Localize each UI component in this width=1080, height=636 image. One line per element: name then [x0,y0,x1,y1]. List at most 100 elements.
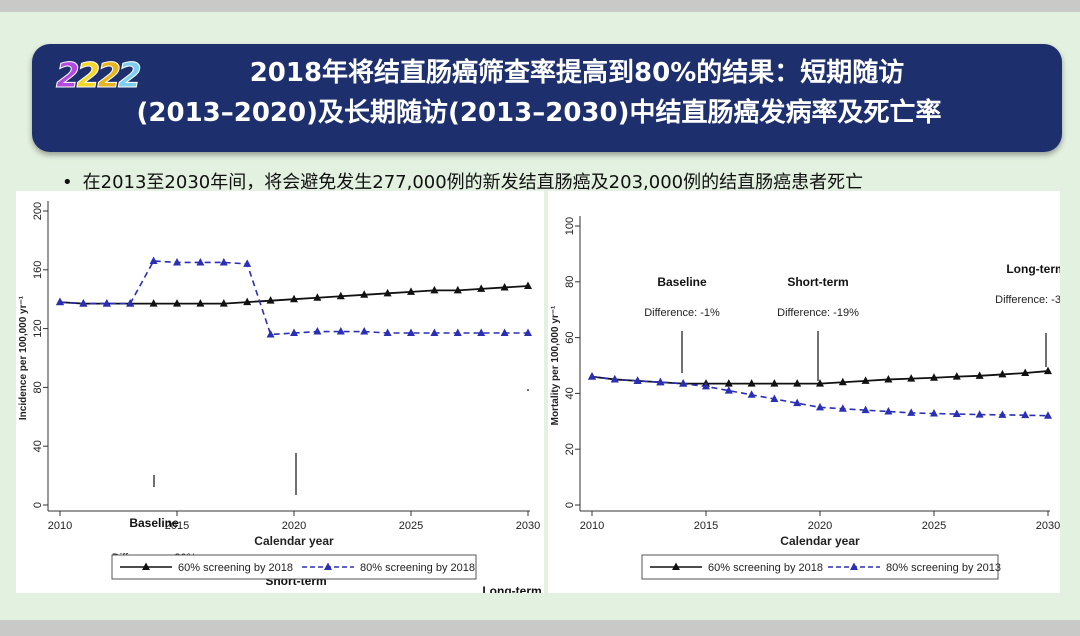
data-point [588,372,596,380]
bullet-text: 在2013至2030年间，将会避免发生277,000例的新发结直肠癌及203,0… [82,172,864,193]
data-point [884,407,893,415]
data-point [861,405,870,414]
legend-label: 60% screening by 2018 [178,562,293,574]
x-tick-label: 2025 [922,520,946,532]
data-point [196,257,205,266]
data-point [290,294,298,303]
data-point [747,390,756,398]
y-tick-label: 0 [564,502,576,508]
data-point [930,373,938,381]
y-tick-label: 0 [32,502,44,508]
y-tick-label: 160 [32,261,44,279]
data-point [1044,411,1052,419]
data-point [1021,410,1030,419]
data-point [793,379,802,387]
annotation-label: Short-term [787,275,848,289]
annotation-difference: Difference: -33% [995,294,1060,306]
data-point [1021,368,1030,377]
title-line-2: (2013–2020)及长期随访(2013–2030)中结直肠癌发病率及死亡率 [136,98,942,128]
data-point [816,379,824,387]
y-axis-title: Incidence per 100,000 yr⁻¹ [18,295,29,420]
data-point [360,327,369,335]
data-point [861,376,870,384]
y-tick-label: 20 [564,443,576,455]
x-tick-label: 2020 [808,520,832,532]
data-point [453,328,462,337]
annotation-difference: Difference: -1% [644,307,720,319]
logo-char: 2 [76,56,101,97]
annotation-difference: Difference: -19% [777,307,859,319]
x-tick-label: 2015 [165,520,189,532]
data-point [952,409,961,418]
x-tick-label: 2030 [516,520,540,532]
logo: 2222 [56,54,143,98]
data-point [266,296,275,304]
annotation-label: Long-term [1006,262,1060,276]
y-tick-label: 60 [564,331,576,343]
x-tick-label: 2030 [1036,520,1060,532]
legend-label: 80% screening by 2018 [360,562,475,574]
data-point [793,398,802,407]
y-tick-label: 40 [32,440,44,452]
data-point [477,328,486,337]
data-point [1044,366,1052,375]
logo-char: 2 [118,56,143,97]
data-point [102,299,111,307]
data-point [656,377,665,386]
data-point [243,259,252,267]
logo-char: 2 [97,56,122,97]
x-tick-label: 2015 [694,520,718,532]
annotation-label: Baseline [129,516,179,530]
data-point [500,282,509,291]
legend-marker [672,562,680,570]
data-point [477,284,486,292]
legend-marker [850,562,858,570]
data-point [770,394,779,402]
data-point [702,381,710,390]
data-point [610,374,619,383]
data-point [930,408,938,417]
y-tick-label: 80 [32,381,44,393]
legend-marker [142,562,150,570]
data-point [998,369,1007,378]
data-point [724,386,733,394]
data-point [884,374,893,383]
annotation-label: Long-term [482,584,541,593]
bullet-icon: • [62,172,73,193]
data-point [500,328,509,337]
data-point [173,257,181,266]
y-axis-title: Mortality per 100,000 yr⁻¹ [550,305,561,425]
data-point [633,376,642,384]
data-point [266,329,275,338]
y-tick-label: 200 [32,202,44,220]
data-point [149,256,158,264]
legend-box [111,554,477,580]
data-point [430,285,439,294]
y-tick-label: 120 [32,319,44,337]
legend-label: 60% screening by 2018 [708,562,823,574]
data-point [907,408,916,416]
data-point [219,299,228,307]
x-tick-label: 2010 [580,520,604,532]
mortality-chart-panel: 2010 2015 2020 2025 2030 0 20 40 60 80 100 Calendar… [548,191,1077,593]
x-axis-title: Calendar year [780,534,860,548]
data-point [524,328,532,337]
data-point [336,327,345,335]
title-bar: 2222 2018年将结直肠癌筛查率提高到80%的结果：短期随访 (2013–2… [32,44,1062,152]
data-point [952,372,961,380]
data-point [243,297,252,306]
data-point [360,290,369,298]
data-point [975,371,984,379]
x-axis-title: Calendar year [254,534,334,548]
data-point [975,410,984,418]
data-point [724,379,733,387]
logo-char: 2 [56,56,81,97]
data-point [79,299,88,307]
title-line-1: 2018年将结直肠癌筛查率提高到80%的结果：短期随访 [249,58,905,88]
data-point [313,327,322,335]
data-point [770,379,779,387]
legend-marker [324,562,332,570]
annotation-label: Baseline [657,275,707,289]
data-point [998,410,1007,418]
data-point [524,281,532,289]
